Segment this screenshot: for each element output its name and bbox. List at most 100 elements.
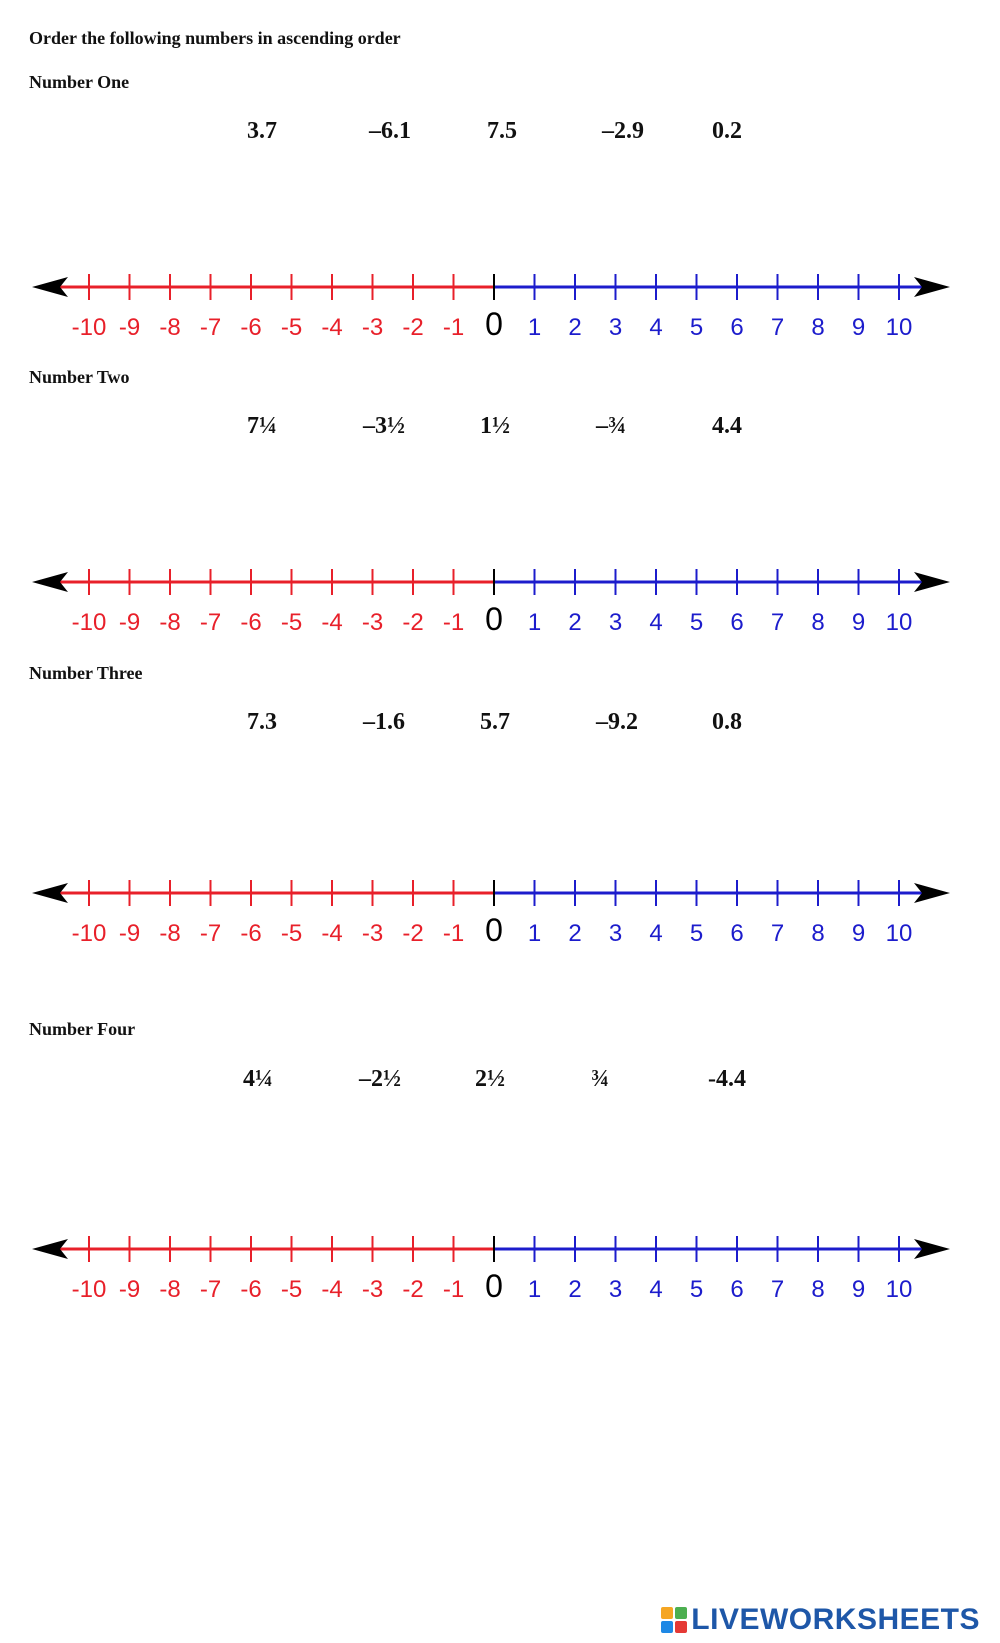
problem-1-value: –6.1 (369, 118, 411, 144)
tick-label: -2 (402, 609, 423, 636)
tick-label: 2 (568, 609, 581, 636)
problem-1-label: Number One (29, 72, 130, 92)
tick-label: -8 (159, 1276, 180, 1303)
tick-label: -7 (200, 1276, 221, 1303)
tick-label: -2 (402, 1276, 423, 1303)
tick-label: -6 (240, 920, 261, 947)
tick-label: 4 (649, 920, 662, 947)
tick-label: -4 (321, 1276, 342, 1303)
left-arrow-icon (32, 277, 68, 297)
tick-label: 1 (528, 1276, 541, 1303)
tick-label: -10 (72, 314, 107, 341)
problem-2-label: Number Two (29, 367, 130, 387)
tick-label: -1 (443, 609, 464, 636)
tick-label: -2 (402, 920, 423, 947)
number-line-2: -10 -9 -8 -7 -6 -5 -4 -3 -2 -1 0 1 2 3 4 5 6 7 8 9 10 (32, 569, 950, 637)
left-arrow-icon (32, 1239, 68, 1259)
problem-3-value: 5.7 (480, 709, 510, 735)
tick-label: 4 (649, 609, 662, 636)
tick-label: -9 (119, 314, 140, 341)
left-arrow-icon (32, 883, 68, 903)
tick-label: -8 (159, 609, 180, 636)
tick-label: 5 (690, 609, 703, 636)
tick-label: 3 (609, 314, 622, 341)
problem-1-value: 3.7 (247, 118, 277, 144)
tick-label: -9 (119, 920, 140, 947)
tick-label: 0 (485, 1268, 503, 1304)
tick-label: 7 (771, 314, 784, 341)
tick-label: -6 (240, 1276, 261, 1303)
tick-label: 9 (852, 314, 865, 341)
tick-label: 3 (609, 920, 622, 947)
tick-label: 10 (886, 609, 913, 636)
tick-label: 10 (886, 920, 913, 947)
tick-label: -7 (200, 609, 221, 636)
right-arrow-icon (914, 572, 950, 592)
problem-2-value: –3½ (363, 413, 405, 439)
problem-4-value: –2½ (359, 1066, 401, 1092)
problem-2-value: 4.4 (712, 413, 742, 439)
right-arrow-icon (914, 883, 950, 903)
tick-label: 5 (690, 1276, 703, 1303)
number-line-3: -10 -9 -8 -7 -6 -5 -4 -3 -2 -1 0 1 2 3 4 5 6 7 8 9 10 (32, 880, 950, 948)
tick-label: -10 (72, 920, 107, 947)
problem-3-value: –9.2 (596, 709, 638, 735)
brand-name: LIVEWORKSHEETS (691, 1603, 980, 1636)
tick-label: 9 (852, 609, 865, 636)
problem-1-value: 7.5 (487, 118, 517, 144)
right-arrow-icon (914, 1239, 950, 1259)
tick-label: -8 (159, 314, 180, 341)
tick-label: -5 (281, 314, 302, 341)
tick-label: 8 (811, 920, 824, 947)
tick-label: -4 (321, 609, 342, 636)
tick-label: -10 (72, 609, 107, 636)
tick-label: -7 (200, 920, 221, 947)
tick-label: -6 (240, 609, 261, 636)
tick-label: 0 (485, 601, 503, 637)
tick-label: 2 (568, 1276, 581, 1303)
tick-label: -9 (119, 609, 140, 636)
tick-label: 5 (690, 314, 703, 341)
tick-label: -9 (119, 1276, 140, 1303)
tick-label: -5 (281, 920, 302, 947)
tick-label: -3 (362, 609, 383, 636)
tick-label: 5 (690, 920, 703, 947)
tick-label: -3 (362, 920, 383, 947)
tick-label: 4 (649, 314, 662, 341)
problem-4-label: Number Four (29, 1019, 136, 1039)
tick-label: 7 (771, 1276, 784, 1303)
problem-1-value: 0.2 (712, 118, 742, 144)
right-arrow-icon (914, 277, 950, 297)
tick-label: 7 (771, 609, 784, 636)
problem-2-value: 1½ (480, 413, 510, 439)
tick-label: 1 (528, 920, 541, 947)
tick-label: 8 (811, 609, 824, 636)
tick-label: -10 (72, 1276, 107, 1303)
tick-label: 9 (852, 920, 865, 947)
tick-label: 1 (528, 314, 541, 341)
tick-label: 8 (811, 314, 824, 341)
tick-label: 1 (528, 609, 541, 636)
problem-4-value: -4.4 (708, 1066, 746, 1092)
tick-label: -2 (402, 314, 423, 341)
tick-label: -7 (200, 314, 221, 341)
tick-label: 6 (730, 920, 743, 947)
tick-label: 3 (609, 1276, 622, 1303)
tick-label: -1 (443, 920, 464, 947)
problem-4-value: 4¼ (243, 1066, 273, 1092)
tick-label: 6 (730, 314, 743, 341)
problem-4-value: ¾ (591, 1066, 609, 1092)
tick-label: -5 (281, 609, 302, 636)
tick-label: -1 (443, 1276, 464, 1303)
tick-label: 0 (485, 912, 503, 948)
tick-label: -3 (362, 314, 383, 341)
tick-label: -1 (443, 314, 464, 341)
tick-label: 10 (886, 314, 913, 341)
tick-label: -4 (321, 314, 342, 341)
left-arrow-icon (32, 572, 68, 592)
tick-label: 6 (730, 1276, 743, 1303)
logo-icon (661, 1607, 688, 1633)
tick-label: 0 (485, 306, 503, 342)
problem-2-value: 7¼ (247, 413, 277, 439)
tick-label: 2 (568, 314, 581, 341)
